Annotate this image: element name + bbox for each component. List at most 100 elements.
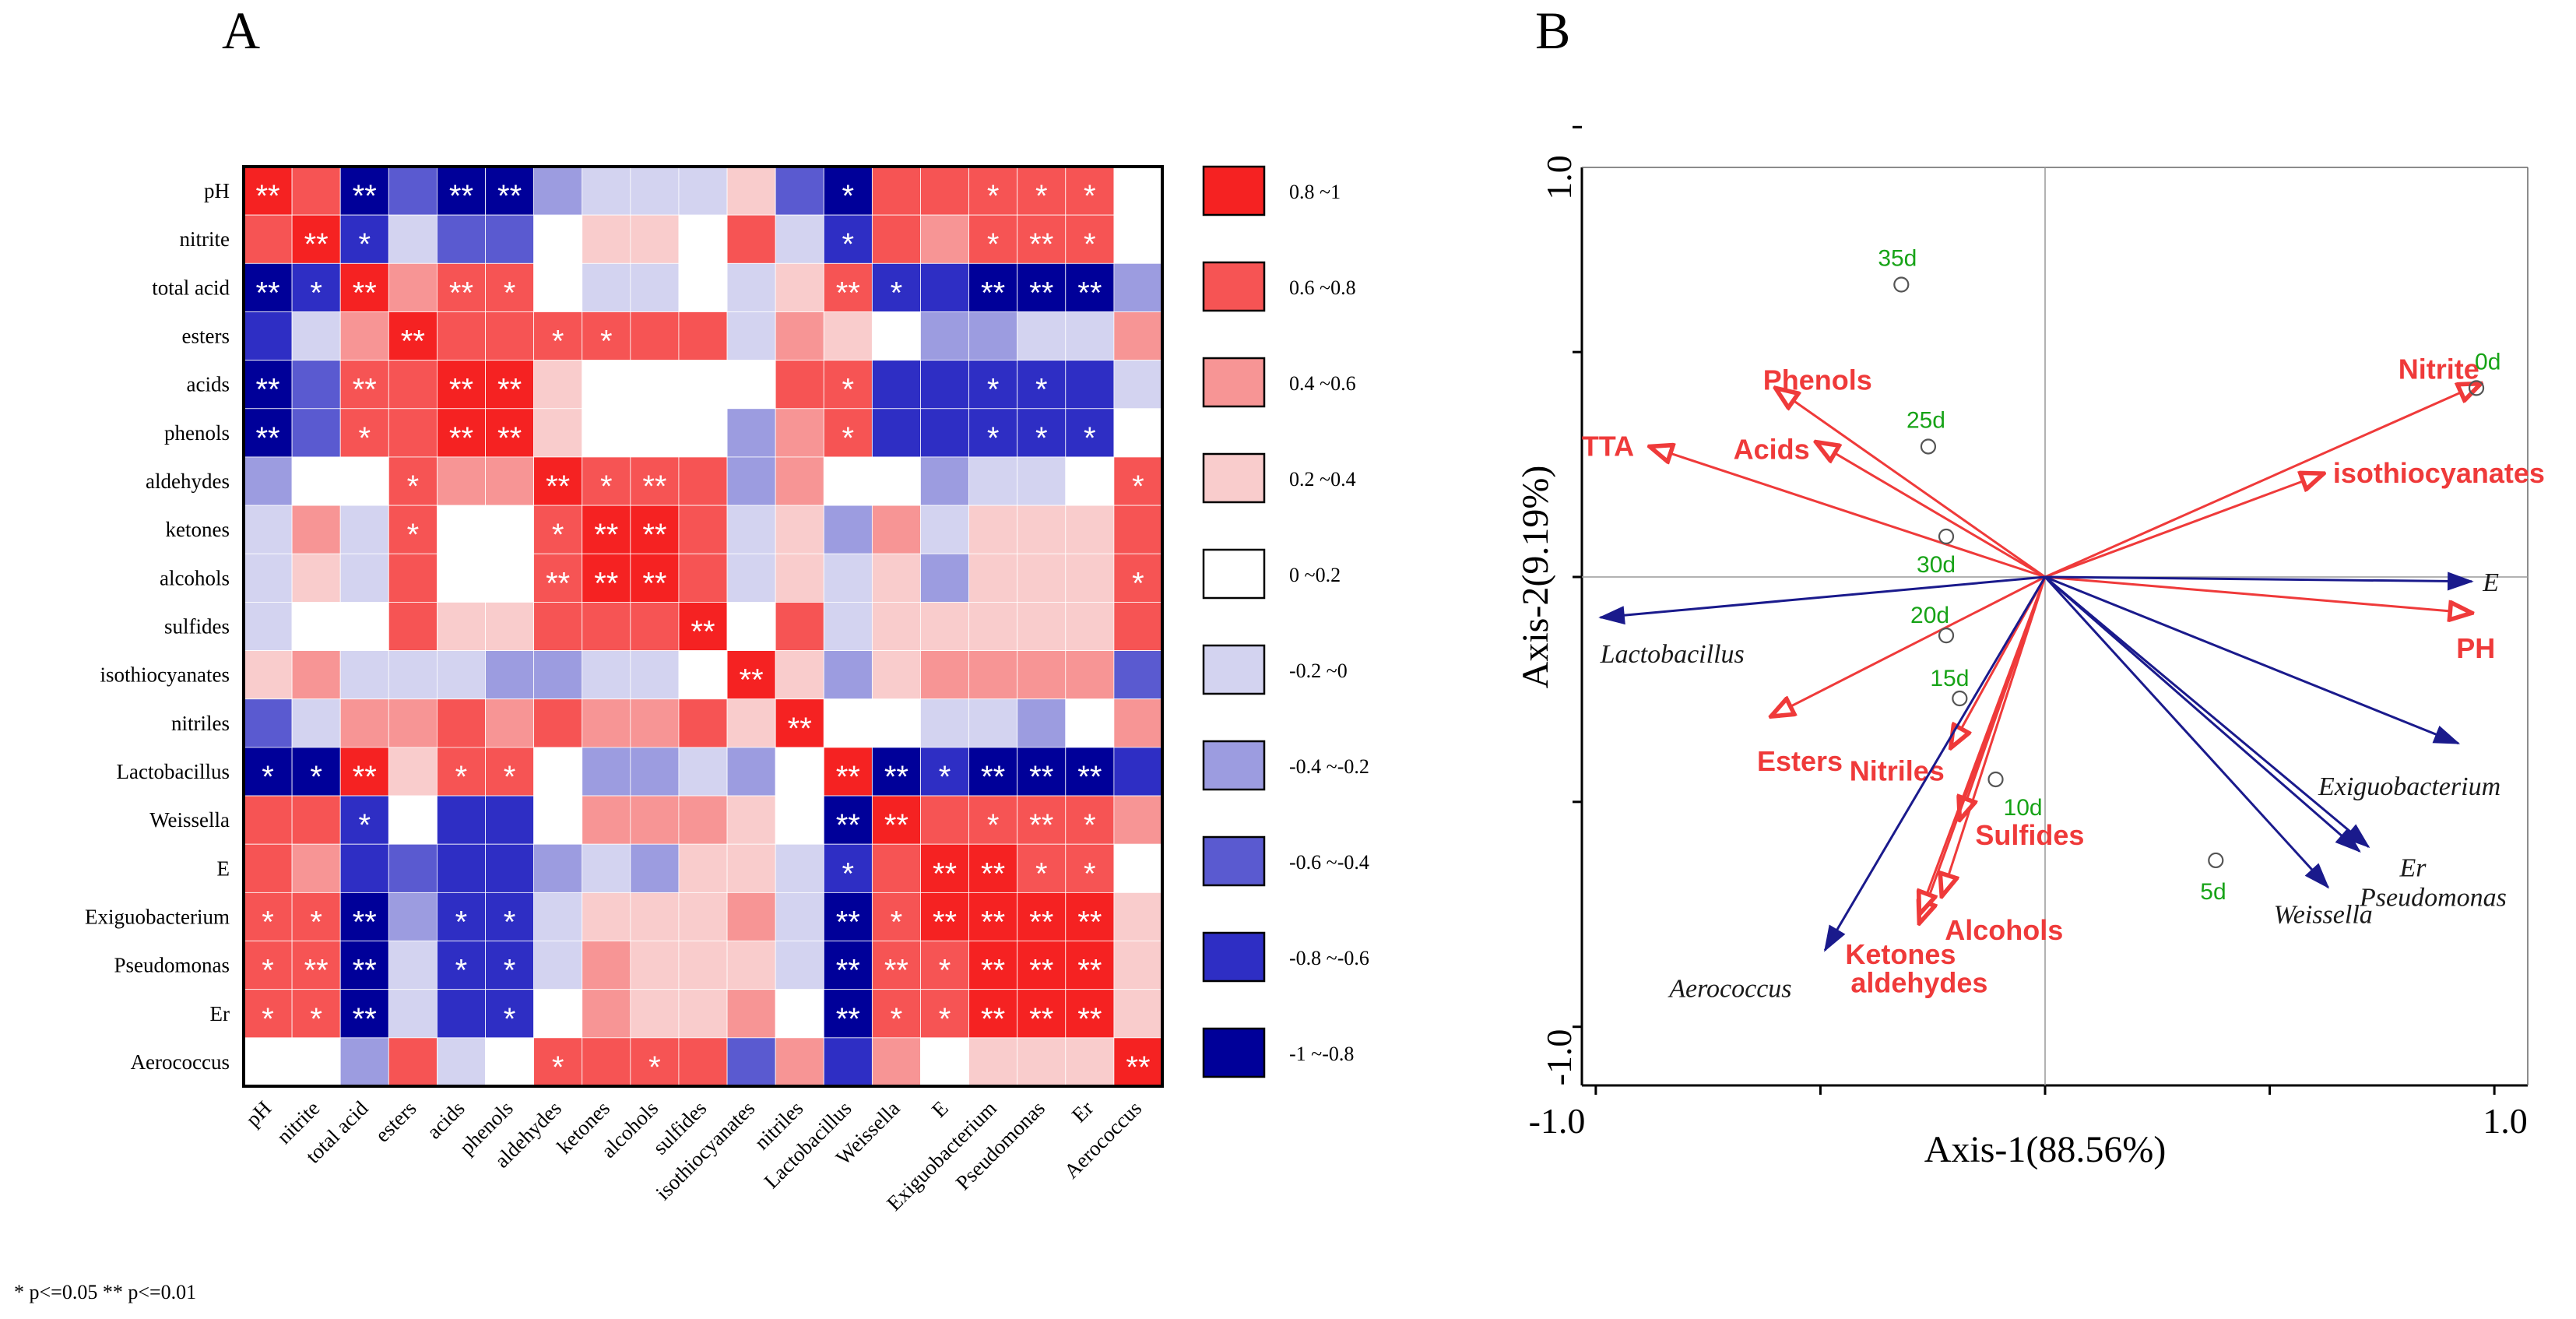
heatmap-cell bbox=[630, 650, 680, 700]
heatmap-row-labels: pH nitrite total acid esters acids phenols ald… bbox=[85, 179, 230, 1074]
species-arrow bbox=[1823, 576, 2047, 952]
heatmap-cell bbox=[775, 456, 824, 506]
heatmap-cell bbox=[871, 602, 921, 651]
significance-mark: ** bbox=[981, 954, 1005, 988]
significance-mark: * bbox=[648, 1050, 661, 1085]
heatmap-cell bbox=[437, 408, 486, 458]
significance-mark: * bbox=[987, 179, 1000, 213]
heatmap-cell bbox=[582, 747, 631, 797]
y-axis-label: Axis-2(9.19%) bbox=[1515, 466, 1556, 689]
significance-mark: ** bbox=[353, 905, 377, 939]
heatmap-cell bbox=[823, 795, 873, 845]
species-arrow bbox=[2044, 575, 2461, 745]
significance-mark: * bbox=[1035, 856, 1048, 891]
significance-mark: * bbox=[842, 856, 855, 891]
significance-mark: * bbox=[1035, 421, 1048, 455]
heatmap-cell bbox=[388, 747, 438, 797]
heatmap-cell bbox=[339, 214, 389, 264]
heatmap-cell bbox=[533, 360, 583, 410]
heatmap-cell bbox=[678, 262, 728, 312]
significance-mark: ** bbox=[642, 470, 666, 504]
heatmap-cell bbox=[775, 262, 824, 312]
significance-mark: ** bbox=[1029, 276, 1053, 310]
env-arrow-label: Alcohols bbox=[1945, 914, 2063, 946]
heatmap-cell bbox=[1065, 698, 1115, 748]
sample-point bbox=[1920, 438, 1937, 455]
heatmap-cell bbox=[485, 360, 535, 410]
heatmap-cell bbox=[630, 941, 680, 990]
heatmap-cell bbox=[291, 360, 341, 410]
heatmap-cell bbox=[678, 892, 728, 941]
env-arrow bbox=[1942, 576, 2047, 896]
heatmap-cell bbox=[485, 166, 535, 216]
heatmap-cell bbox=[388, 941, 438, 990]
significance-mark: * bbox=[262, 1002, 274, 1036]
species-arrow-label: Weissella bbox=[2274, 901, 2373, 930]
heatmap-cell bbox=[437, 698, 486, 748]
significance-mark: ** bbox=[594, 566, 618, 600]
significance-mark: ** bbox=[1077, 1002, 1102, 1036]
heatmap-cell bbox=[920, 602, 969, 651]
significance-mark: ** bbox=[353, 760, 377, 794]
heatmap-cell bbox=[630, 795, 680, 845]
heatmap-cell bbox=[678, 941, 728, 990]
heatmap-cell bbox=[920, 698, 969, 748]
heatmap-cell bbox=[726, 892, 776, 941]
heatmap-cell bbox=[485, 795, 535, 845]
heatmap-cell bbox=[726, 698, 776, 748]
heatmap-cell bbox=[678, 650, 728, 700]
heatmap-cell bbox=[630, 456, 680, 506]
row-label: acids bbox=[187, 373, 230, 396]
heatmap-cell bbox=[1113, 795, 1163, 845]
heatmap-cell bbox=[871, 843, 921, 893]
biplot-arrows: Nitrite isothiocyanates PH TTA Phenols Acids E… bbox=[1582, 353, 2545, 1004]
significance-mark: * bbox=[987, 808, 1000, 842]
significance-mark: ** bbox=[836, 1002, 860, 1036]
x-axis-label: Axis-1(88.56%) bbox=[1924, 1129, 2167, 1170]
heatmap-cell bbox=[726, 553, 776, 603]
significance-mark: * bbox=[504, 276, 516, 310]
heatmap-cell bbox=[968, 505, 1018, 554]
legend-label: 0.8 ~1 bbox=[1289, 181, 1341, 203]
heatmap-cell bbox=[339, 698, 389, 748]
heatmap-cell bbox=[291, 262, 341, 312]
significance-mark: * bbox=[600, 470, 613, 504]
significance-mark: ** bbox=[497, 421, 522, 455]
heatmap-cell bbox=[726, 989, 776, 1039]
significance-mark: ** bbox=[691, 615, 715, 649]
heatmap-cell bbox=[291, 311, 341, 361]
heatmap-cell bbox=[920, 311, 969, 361]
heatmap-cell bbox=[1065, 747, 1115, 797]
heatmap-cell bbox=[388, 698, 438, 748]
heatmap-cell bbox=[243, 262, 293, 312]
heatmap-cell bbox=[1113, 360, 1163, 410]
sample-label: 35d bbox=[1878, 245, 1917, 271]
row-label: alcohols bbox=[160, 566, 230, 589]
heatmap-cell bbox=[437, 456, 486, 506]
heatmap-cell bbox=[339, 408, 389, 458]
env-arrow bbox=[2044, 384, 2481, 579]
heatmap-cell bbox=[678, 747, 728, 797]
heatmap-cell bbox=[1113, 989, 1163, 1039]
legend-swatch bbox=[1202, 931, 1266, 983]
heatmap-cell bbox=[823, 360, 873, 410]
significance-mark: * bbox=[1035, 373, 1048, 407]
heatmap-cell bbox=[437, 602, 486, 651]
significance-mark: ** bbox=[546, 566, 570, 600]
heatmap-cell bbox=[968, 360, 1018, 410]
row-label: total acid bbox=[152, 276, 230, 299]
significance-mark: ** bbox=[304, 954, 329, 988]
significance-mark: ** bbox=[836, 760, 860, 794]
heatmap-cell bbox=[1065, 843, 1115, 893]
panel-a-letter: A bbox=[222, 1, 260, 60]
significance-mark: * bbox=[407, 470, 420, 504]
heatmap-cell bbox=[533, 311, 583, 361]
heatmap-cell bbox=[823, 505, 873, 554]
x-tick-max: 1.0 bbox=[2483, 1101, 2528, 1141]
significance-mark: * bbox=[262, 954, 274, 988]
heatmap-cell bbox=[339, 1037, 389, 1087]
heatmap-cell bbox=[1065, 1037, 1115, 1087]
heatmap-cell bbox=[243, 311, 293, 361]
heatmap-cell bbox=[1017, 262, 1067, 312]
heatmap-cell bbox=[582, 553, 631, 603]
